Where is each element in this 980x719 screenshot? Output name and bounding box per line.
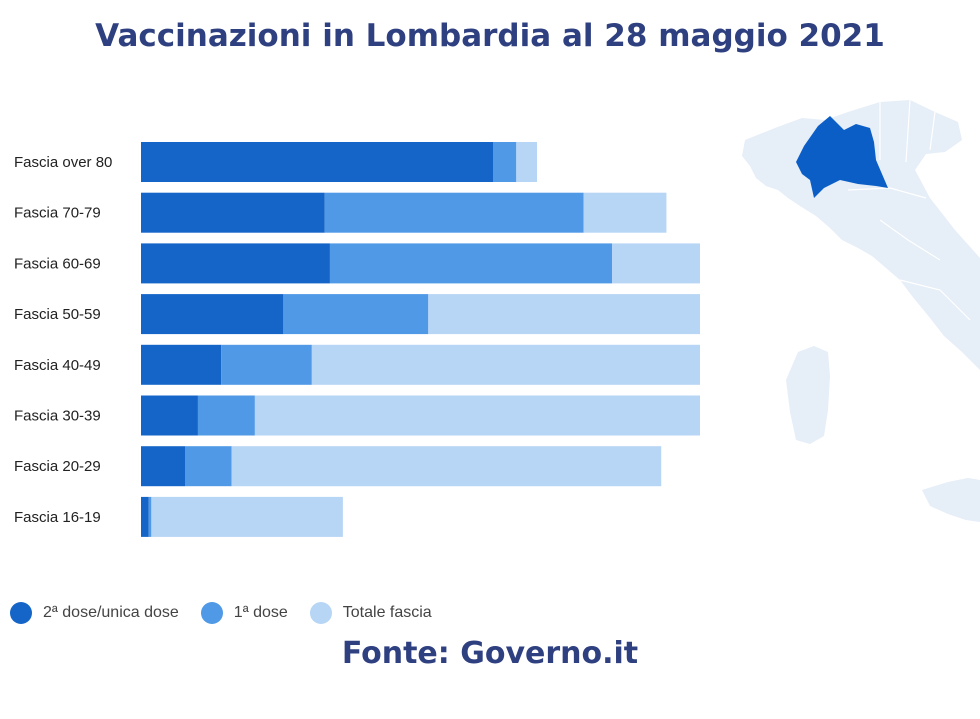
bar-segment <box>311 344 700 385</box>
category-label: Fascia 20-29 <box>14 458 101 475</box>
bar-segment <box>141 395 198 436</box>
bar-chart: Fascia over 80 Fascia 70-79 Fascia 60-69 Fa… <box>14 142 700 537</box>
bar-segment <box>612 243 700 284</box>
bar-segment <box>329 243 613 284</box>
bar-segment <box>231 446 662 487</box>
bar-segment <box>221 344 312 385</box>
legend-swatch-first-dose <box>200 602 223 624</box>
bar-segment <box>141 243 330 284</box>
bar-segment <box>583 192 667 233</box>
bar-segment <box>283 294 429 335</box>
legend-item-total: Totale fascia <box>309 602 432 624</box>
bar-segment <box>141 446 185 487</box>
map-region-lines <box>847 99 971 321</box>
lombardia-region <box>796 116 888 198</box>
chart-legend: 2ª dose/unica dose 1ª dose Totale fascia <box>10 602 454 624</box>
bar-segment <box>324 192 584 233</box>
category-label: Fascia over 80 <box>14 154 112 171</box>
legend-label-total: Totale fascia <box>342 604 432 621</box>
map-sicily <box>922 478 980 522</box>
category-label: Fascia 30-39 <box>14 408 101 425</box>
bar-segment <box>254 395 700 436</box>
category-label: Fascia 60-69 <box>14 255 101 272</box>
italy-map-icon <box>742 99 980 522</box>
bar-segment <box>141 344 222 385</box>
bar-segment <box>141 294 284 335</box>
legend-swatch-total <box>309 602 332 624</box>
bar-segment <box>516 142 537 182</box>
chart-title: Vaccinazioni in Lombardia al 28 maggio 2… <box>95 18 885 54</box>
category-label: Fascia 50-59 <box>14 306 101 323</box>
bar-segment <box>185 446 232 487</box>
legend-item-second-dose: 2ª dose/unica dose <box>10 602 179 624</box>
bar-segment <box>141 496 149 537</box>
category-label: Fascia 70-79 <box>14 205 101 222</box>
map-sardinia <box>786 346 830 444</box>
legend-label-first-dose: 1ª dose <box>233 604 288 621</box>
bar-segment <box>428 294 700 335</box>
bar-segment <box>197 395 255 436</box>
legend-swatch-second-dose <box>10 602 32 624</box>
legend-label-second-dose: 2ª dose/unica dose <box>43 604 179 621</box>
bar-segment <box>493 142 517 182</box>
source-caption: Fonte: Governo.it <box>341 636 639 671</box>
bar-segment <box>151 496 343 537</box>
bar-segment <box>141 192 325 233</box>
bar-segment <box>141 142 493 182</box>
bar-segment <box>148 496 152 537</box>
legend-item-first-dose: 1ª dose <box>200 602 288 624</box>
category-label: Fascia 16-19 <box>14 509 101 526</box>
category-label: Fascia 40-49 <box>14 357 101 374</box>
